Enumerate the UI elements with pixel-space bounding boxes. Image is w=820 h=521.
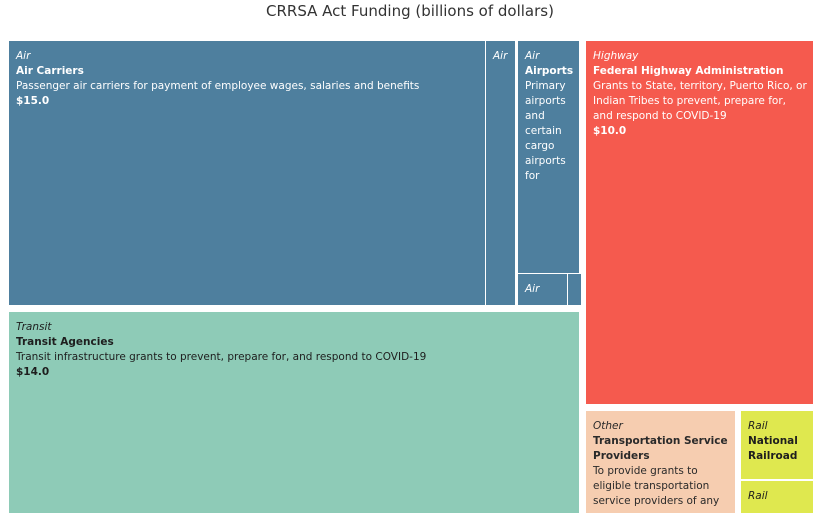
tile-name-label: Airports (525, 65, 574, 77)
treemap-tile[interactable]: Air Air Carriers Passenger air carriers fo… (9, 41, 485, 305)
tile-category-label: Highway (593, 50, 639, 62)
tile-category-label: Air (16, 50, 31, 62)
tile-category-label: Rail (748, 490, 768, 502)
tile-value-label: $15.0 (16, 95, 50, 107)
tile-description: To provide grants to eligible transporta… (593, 465, 720, 507)
treemap-tile[interactable]: Air Airports Primary airports and certain … (518, 41, 579, 273)
treemap-tile[interactable]: Highway Federal Highway Administration Gra… (586, 41, 813, 404)
treemap-tile[interactable]: Air (486, 41, 515, 305)
tile-name-label: National Railroad (748, 435, 798, 462)
tile-name-label: Air Carriers (16, 65, 84, 77)
chart-title: CRRSA Act Funding (billions of dollars) (266, 2, 554, 20)
treemap-tile[interactable]: Air (518, 274, 567, 305)
tile-description: Transit infrastructure grants to prevent… (16, 351, 427, 363)
tile-value-label: $14.0 (16, 366, 50, 378)
tile-description: Grants to State, territory, Puerto Rico,… (593, 80, 807, 122)
tile-category-label: Air (493, 50, 508, 62)
treemap-tile[interactable]: Transit Transit Agencies Transit infrastru… (9, 312, 579, 513)
treemap-tile[interactable]: Other Transportation Service Providers To … (586, 411, 735, 513)
treemap-tile[interactable]: Rail (741, 481, 813, 513)
tile-value-label: $10.0 (593, 125, 627, 137)
tile-category-label: Rail (748, 420, 768, 432)
tile-name-label: Transportation Service Providers (593, 435, 728, 462)
treemap-tile[interactable] (568, 274, 581, 305)
tile-category-label: Air (525, 50, 540, 62)
tile-description: Primary airports and certain cargo airpo… (525, 80, 566, 182)
tile-category-label: Other (593, 420, 623, 432)
tile-name-label: Transit Agencies (16, 336, 114, 348)
tile-name-label: Federal Highway Administration (593, 65, 784, 77)
tile-description: Passenger air carriers for payment of em… (16, 80, 420, 92)
tile-category-label: Transit (16, 321, 52, 333)
tile-category-label: Air (525, 283, 540, 295)
treemap-tile[interactable]: Rail National Railroad (741, 411, 813, 479)
